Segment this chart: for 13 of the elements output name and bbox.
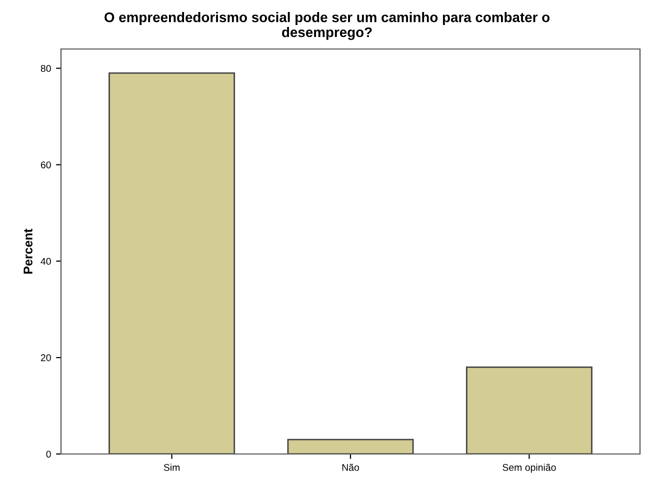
y-tick-label: 0 xyxy=(46,450,51,458)
y-tick-label: 40 xyxy=(40,258,51,265)
y-tick-label: 80 xyxy=(40,65,51,72)
x-tick-label: Sem opinião xyxy=(502,464,556,473)
y-tick-label: 20 xyxy=(40,354,51,362)
chart-title: O empreendedorismo social pode ser um caminho para combater o desemprego? xyxy=(104,12,550,40)
bar xyxy=(108,72,236,454)
y-tick-label: 60 xyxy=(40,161,51,168)
bar xyxy=(287,438,414,454)
bar xyxy=(466,366,592,454)
x-tick-label: Sim xyxy=(164,464,180,471)
x-tick-label: Não xyxy=(342,464,360,471)
y-axis-title: Percent xyxy=(24,228,32,274)
